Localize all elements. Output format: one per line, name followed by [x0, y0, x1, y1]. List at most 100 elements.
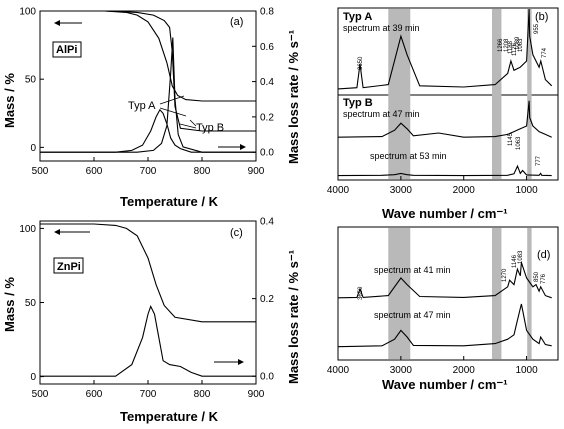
panel-a-label: (a)	[230, 16, 243, 28]
panel-a-thermogravimetry: 500 600 700 800 900 0 50 100 0.0 0.2 0.4 0.6 0.8 (a)…	[2, 7, 301, 210]
y-right-tick-label: 0.0	[260, 372, 274, 383]
sample-box-label: AlPi	[56, 44, 77, 56]
highlight-band	[527, 9, 532, 179]
panel-d-label: (d)	[537, 249, 550, 261]
x-tick-label: 2000	[453, 185, 476, 196]
x-tick-label: 1000	[515, 185, 538, 196]
panel-d-frame	[337, 226, 559, 361]
annotation-typ-a: Typ A	[128, 100, 156, 112]
y-axis-left-label: Mass / %	[2, 277, 17, 332]
spectrum-label: spectrum at 47 min	[374, 310, 451, 320]
arrowhead	[54, 229, 60, 235]
mass-curve	[40, 10, 256, 132]
panel-a-frame	[39, 10, 257, 162]
pointer-line	[189, 119, 197, 127]
ir-spectrum-line	[337, 164, 552, 177]
peak-label: 1063	[518, 38, 524, 52]
mass-loss-rate-curve	[40, 304, 256, 377]
highlight-band	[492, 228, 502, 359]
peak-label: 1126	[512, 42, 518, 56]
x-tick-label: 900	[248, 389, 265, 400]
spectrum-label: spectrum at 47 min	[343, 109, 420, 119]
x-tick-label: 4000	[327, 185, 350, 196]
sample-box-label: ZnPi	[57, 261, 81, 273]
peak-label: 1266	[498, 38, 504, 52]
peak-label: 777	[536, 155, 542, 166]
y-axis-right-label: Mass loss rate / % s⁻¹	[286, 250, 301, 384]
ir-spectrum-line	[337, 8, 553, 90]
x-tick-label: 700	[140, 389, 157, 400]
highlight-band	[388, 9, 411, 179]
y-right-tick-label: 0.4	[260, 77, 274, 88]
mass-curve	[40, 223, 256, 323]
peak-label: 1063	[516, 136, 522, 150]
y-right-tick-label: 0.2	[260, 294, 274, 305]
y-left-tick-label: 0	[30, 372, 36, 383]
ir-spectrum-line	[337, 303, 552, 348]
x-tick-label: 600	[86, 166, 103, 177]
y-left-tick-label: 100	[19, 7, 36, 18]
y-axis-right-label: Mass loss rate / % s⁻¹	[286, 30, 301, 164]
x-axis-label: Temperature / K	[120, 194, 219, 209]
panel-c-frame	[39, 220, 257, 385]
ir-spectrum-line	[337, 100, 552, 138]
x-tick-label: 700	[140, 166, 157, 177]
peak-label: 1145	[508, 132, 514, 146]
y-right-tick-label: 0.8	[260, 7, 274, 18]
peak-label: 1270	[502, 268, 508, 282]
arrowhead	[54, 20, 60, 26]
y-right-tick-label: 0.0	[260, 148, 274, 159]
x-tick-label: 3000	[390, 365, 413, 376]
peak-label: 3650	[358, 286, 364, 300]
peak-label: 1146	[512, 254, 518, 268]
x-tick-label: 800	[194, 389, 211, 400]
y-left-tick-label: 50	[25, 75, 37, 86]
panel-c-label: (c)	[230, 227, 243, 239]
x-tick-label: 900	[248, 166, 265, 177]
mass-loss-rate-curve	[40, 37, 256, 153]
y-left-tick-label: 100	[19, 224, 36, 235]
pointer-line	[159, 107, 187, 117]
x-axis-label: Wave number / cm⁻¹	[382, 206, 508, 221]
x-tick-label: 3000	[390, 185, 413, 196]
mass-loss-rate-curve	[40, 108, 256, 153]
y-left-tick-label: 50	[25, 298, 37, 309]
panel-b-ir-spectra: 4000 3000 2000 1000 (b) Typ A spectrum at 3…	[327, 7, 559, 221]
peak-label: 776	[541, 273, 547, 284]
x-tick-label: 500	[32, 166, 49, 177]
x-axis-label: Temperature / K	[120, 409, 219, 424]
spectrum-label: spectrum at 41 min	[374, 265, 451, 275]
x-axis-label: Wave number / cm⁻¹	[382, 377, 508, 392]
peak-label: 774	[542, 47, 548, 58]
arrowhead	[238, 359, 244, 365]
x-tick-label: 2000	[453, 365, 476, 376]
peak-label: 1083	[518, 250, 524, 264]
panel-d-ir-spectra: 4000 3000 2000 1000 (d) spectrum at 41 min …	[327, 226, 559, 392]
peak-label: 850	[534, 271, 540, 282]
x-tick-label: 1000	[515, 365, 538, 376]
peak-label: 1208	[504, 38, 510, 52]
peak-label: 3650	[358, 56, 364, 70]
x-tick-label: 4000	[327, 365, 350, 376]
y-right-tick-label: 0.2	[260, 112, 274, 123]
highlight-band	[492, 9, 502, 179]
peak-label: 1089	[515, 36, 521, 50]
peak-label: 955	[534, 23, 540, 34]
y-axis-left-label: Mass / %	[2, 73, 17, 128]
panel-b-frame	[337, 7, 559, 181]
peak-label: 1188	[508, 40, 514, 54]
ir-spectrum-line	[337, 262, 552, 299]
pointer-line	[179, 123, 197, 129]
spectrum-label: spectrum at 39 min	[343, 23, 420, 33]
annotation-typ-b: Typ B	[196, 122, 224, 134]
sample-box	[53, 257, 84, 274]
y-right-tick-label: 0.6	[260, 42, 274, 53]
x-tick-label: 800	[194, 166, 211, 177]
highlight-band	[388, 228, 411, 359]
x-tick-label: 600	[86, 389, 103, 400]
x-tick-label: 500	[32, 389, 49, 400]
typ-b-heading: Typ B	[343, 97, 373, 109]
pointer-line	[159, 95, 185, 105]
